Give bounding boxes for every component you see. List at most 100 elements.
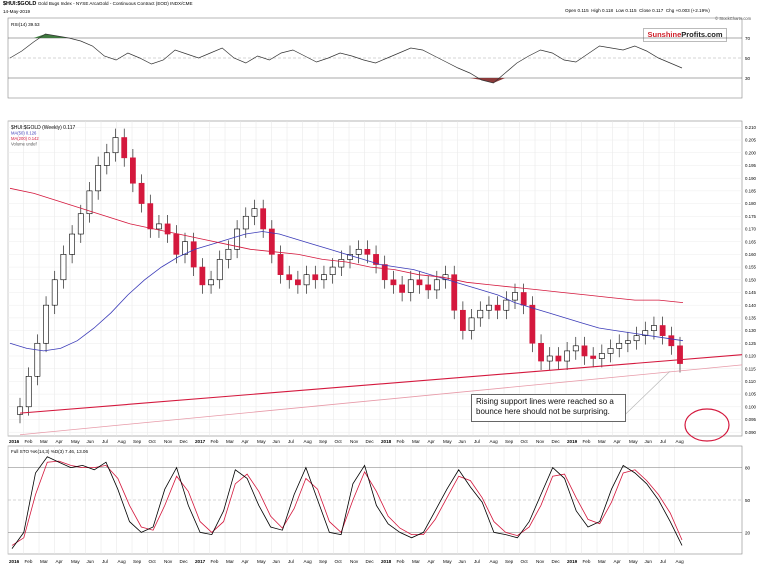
price-x-tick: Mar [598, 439, 606, 444]
candle-body [416, 279, 423, 286]
sto-x-tick: Feb [583, 559, 591, 564]
sto-x-tick: Feb [211, 559, 219, 564]
sto-d-line [11, 460, 683, 546]
rsi-line [9, 33, 683, 84]
candle-body [156, 223, 162, 230]
price-legend-entry: MA(50) 0.126 [11, 131, 37, 136]
price-x-tick: Aug [490, 439, 499, 444]
price-y-tick: 0.130 [745, 328, 757, 333]
sto-x-tick: Oct [521, 559, 529, 564]
price-y-tick: 0.210 [745, 125, 757, 130]
price-x-tick: Feb [211, 439, 219, 444]
price-x-tick: Apr [56, 439, 64, 444]
price-y-tick: 0.105 [745, 392, 757, 397]
candle-body [321, 274, 327, 281]
close-value: Close 0.117 [639, 8, 664, 13]
sto-x-tick: May [257, 559, 266, 564]
price-y-tick: 0.170 [745, 227, 757, 232]
candle-body [216, 259, 223, 281]
price-legend-entry: MA(200) 0.142 [11, 136, 39, 141]
candle-body [407, 279, 414, 293]
sto-x-tick: Apr [56, 559, 64, 564]
ma50-line [9, 231, 684, 352]
price-x-tick: Oct [335, 439, 343, 444]
sto-x-tick: 2019 [567, 559, 578, 564]
price-x-tick: Jun [273, 439, 281, 444]
sto-x-tick: Mar [412, 559, 420, 564]
price-y-tick: 0.150 [745, 277, 757, 282]
candle-body [564, 350, 571, 362]
price-y-tick: 0.200 [745, 150, 757, 155]
candle-body [373, 254, 379, 265]
sto-x-tick: Feb [397, 559, 405, 564]
candle-body [633, 335, 640, 342]
price-legend-entry: Volume undef [11, 142, 37, 147]
candle-body [555, 355, 562, 362]
candle-body [25, 376, 32, 408]
annotation-line-2: bounce here should not be surprising. [476, 407, 610, 416]
candle-body [294, 279, 301, 286]
annotation-line-1: Rising support lines were reached so a [476, 397, 614, 406]
candle-body [538, 342, 544, 362]
price-x-tick: May [257, 439, 266, 444]
price-x-tick: Sep [133, 439, 142, 444]
candle-body [572, 345, 579, 352]
candle-body [190, 241, 197, 268]
price-x-tick: Jun [645, 439, 653, 444]
sto-x-tick: Sep [319, 559, 328, 564]
price-x-tick: 2016 [9, 439, 20, 444]
candle-body [17, 406, 23, 415]
sto-x-tick: Nov [164, 559, 173, 564]
sto-x-tick: 2018 [381, 559, 392, 564]
sto-x-tick: Apr [428, 559, 436, 564]
candle-body [338, 259, 345, 268]
candle-body [69, 233, 76, 255]
sto-x-tick: Sep [133, 559, 142, 564]
copyright-label: © StockCharts.com [715, 16, 752, 21]
sto-x-tick: Jul [288, 559, 294, 564]
brand-logo: SunshineProfits.com [643, 28, 727, 42]
candle-body [364, 248, 371, 255]
candle-body [598, 353, 605, 359]
candle-body [503, 299, 510, 311]
candle-body [355, 248, 362, 255]
candle-body [512, 292, 518, 301]
candle-body [225, 248, 232, 260]
price-x-tick: Apr [428, 439, 436, 444]
price-y-tick: 0.165 [745, 239, 757, 244]
sto-x-tick: Aug [304, 559, 313, 564]
price-y-tick: 0.115 [745, 366, 756, 371]
logo-part2: Profits.com [681, 30, 723, 39]
date-label: 14-May-2019 [3, 9, 31, 14]
candle-body [677, 345, 683, 364]
sto-x-tick: Aug [118, 559, 127, 564]
rsi-oversold-fill [10, 78, 682, 83]
candle-body [347, 254, 353, 260]
candle-body [381, 264, 388, 281]
price-x-tick: Feb [25, 439, 33, 444]
price-y-tick: 0.095 [745, 417, 757, 422]
sto-x-tick: Jun [459, 559, 467, 564]
price-x-tick: Oct [149, 439, 157, 444]
rsi-y-tick: 50 [745, 56, 751, 61]
candle-body [208, 279, 214, 286]
candle-body [43, 304, 49, 344]
candle-body [303, 274, 310, 286]
candle-body [34, 342, 41, 377]
candle-body [112, 137, 119, 154]
price-x-tick: Jun [87, 439, 95, 444]
price-x-tick: Mar [226, 439, 234, 444]
chart-title-line: $HUI:$GOLD Gold Bugs Index - NYSE ArcaGo… [3, 1, 193, 7]
candle-body [459, 309, 466, 331]
sto-x-tick: Apr [242, 559, 250, 564]
low-value: Low 0.115 [615, 8, 637, 13]
price-x-tick: Aug [676, 439, 685, 444]
sto-x-tick: Apr [614, 559, 622, 564]
sto-x-tick: Jul [474, 559, 480, 564]
price-y-tick: 0.190 [745, 176, 757, 181]
sto-x-tick: Aug [490, 559, 499, 564]
sto-x-tick: Oct [149, 559, 157, 564]
price-x-tick: Sep [319, 439, 328, 444]
price-x-tick: Feb [397, 439, 405, 444]
candle-body [182, 241, 188, 255]
